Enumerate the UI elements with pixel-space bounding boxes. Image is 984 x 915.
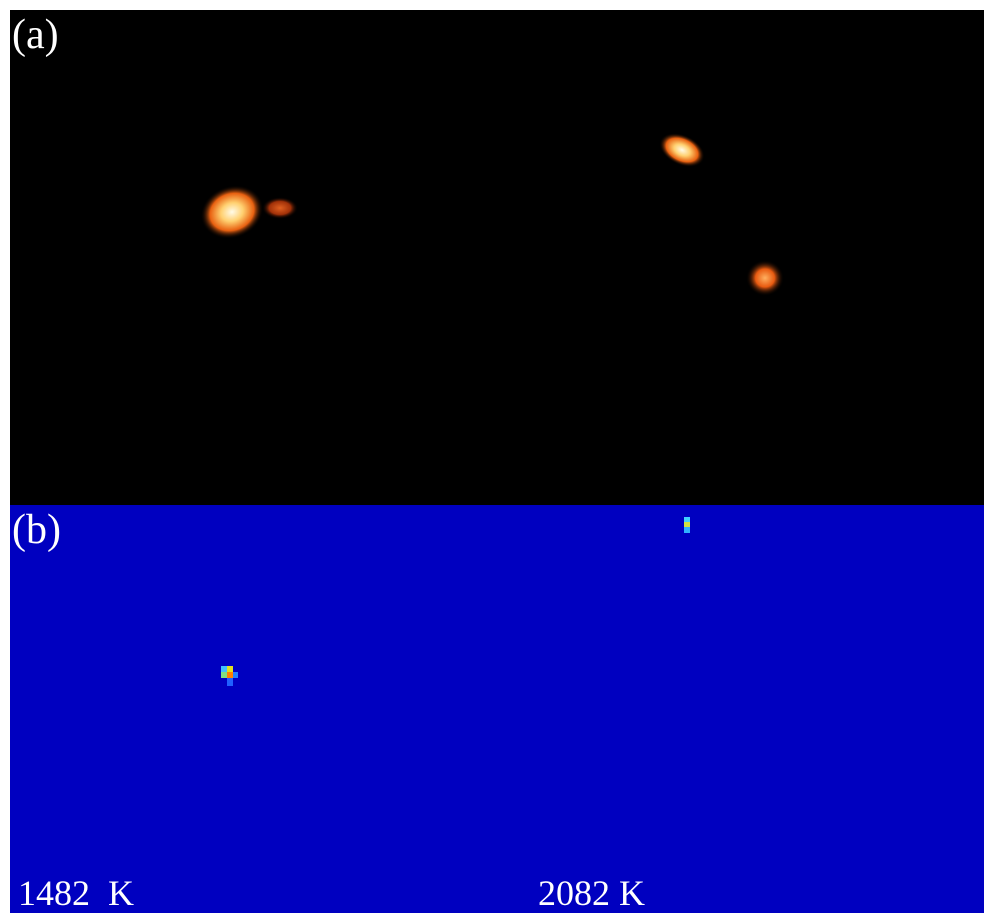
hot-spot <box>746 260 784 296</box>
temperature-label: 1482 K <box>18 873 134 913</box>
page: (a) (b) 1482 K 2082 K (() => { const dat… <box>0 0 984 915</box>
hot-spot <box>262 197 298 219</box>
figure: (a) (b) 1482 K 2082 K <box>0 0 984 915</box>
panel-a-background <box>10 10 984 505</box>
panel-label: (a) <box>12 12 59 58</box>
temperature-label: 2082 K <box>538 873 645 913</box>
panel-b-background <box>10 505 984 913</box>
panel-label: (b) <box>12 507 61 553</box>
temperature-pixel <box>684 517 690 533</box>
